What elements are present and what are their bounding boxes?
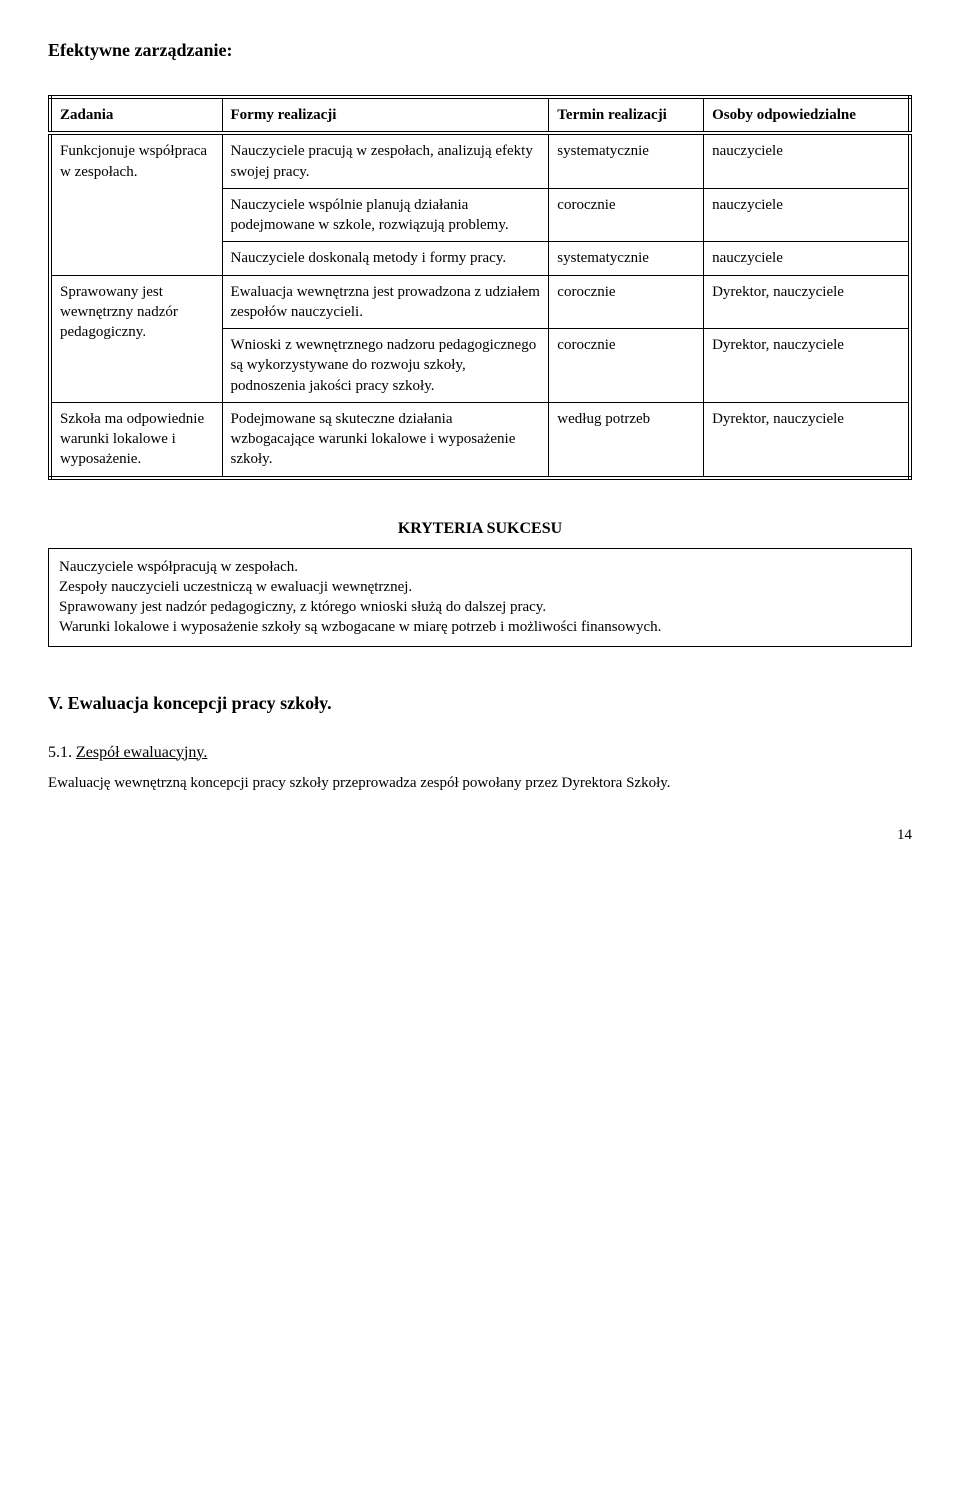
- cell-zadania: Szkoła ma odpowiednie warunki lokalowe i…: [50, 402, 222, 477]
- cell-osoby: Dyrektor, nauczyciele: [704, 402, 910, 477]
- col-header-termin: Termin realizacji: [549, 97, 704, 133]
- col-header-formy: Formy realizacji: [222, 97, 549, 133]
- cell-termin: corocznie: [549, 188, 704, 242]
- table-row: Szkoła ma odpowiednie warunki lokalowe i…: [50, 402, 910, 477]
- cell-termin: corocznie: [549, 329, 704, 403]
- cell-zadania: Sprawowany jest wewnętrzny nadzór pedago…: [50, 275, 222, 402]
- cell-termin: według potrzeb: [549, 402, 704, 477]
- subsection-label: Zespół ewaluacyjny.: [76, 744, 207, 761]
- cell-zadania: Funkcjonuje współpraca w zespołach.: [50, 133, 222, 275]
- subsection-number: 5.1.: [48, 744, 72, 761]
- cell-termin: systematycznie: [549, 242, 704, 275]
- cell-osoby: Dyrektor, nauczyciele: [704, 275, 910, 329]
- cell-formy: Wnioski z wewnętrznego nadzoru pedagogic…: [222, 329, 549, 403]
- kryteria-box: Nauczyciele współpracują w zespołach. Ze…: [48, 548, 912, 647]
- cell-osoby: nauczyciele: [704, 242, 910, 275]
- table-header-row: Zadania Formy realizacji Termin realizac…: [50, 97, 910, 133]
- cell-osoby: Dyrektor, nauczyciele: [704, 329, 910, 403]
- cell-termin: corocznie: [549, 275, 704, 329]
- subsection-5-1: 5.1. Zespół ewaluacyjny.: [48, 744, 912, 762]
- cell-formy: Nauczyciele wspólnie planują działania p…: [222, 188, 549, 242]
- kryteria-heading: KRYTERIA SUKCESU: [48, 520, 912, 538]
- cell-osoby: nauczyciele: [704, 188, 910, 242]
- cell-formy: Nauczyciele doskonalą metody i formy pra…: [222, 242, 549, 275]
- page-number: 14: [48, 827, 912, 844]
- section-v-title: V. Ewaluacja koncepcji pracy szkoły.: [48, 693, 912, 714]
- subsection-text: Ewaluację wewnętrzną koncepcji pracy szk…: [48, 770, 912, 797]
- col-header-osoby: Osoby odpowiedzialne: [704, 97, 910, 133]
- table-row: Sprawowany jest wewnętrzny nadzór pedago…: [50, 275, 910, 329]
- table-row: Funkcjonuje współpraca w zespołach. Nauc…: [50, 133, 910, 188]
- cell-termin: systematycznie: [549, 133, 704, 188]
- cell-formy: Nauczyciele pracują w zespołach, analizu…: [222, 133, 549, 188]
- col-header-zadania: Zadania: [50, 97, 222, 133]
- cell-formy: Podejmowane są skuteczne działania wzbog…: [222, 402, 549, 477]
- cell-formy: Ewaluacja wewnętrzna jest prowadzona z u…: [222, 275, 549, 329]
- management-table: Zadania Formy realizacji Termin realizac…: [48, 95, 912, 480]
- page-heading: Efektywne zarządzanie:: [48, 40, 912, 61]
- cell-osoby: nauczyciele: [704, 133, 910, 188]
